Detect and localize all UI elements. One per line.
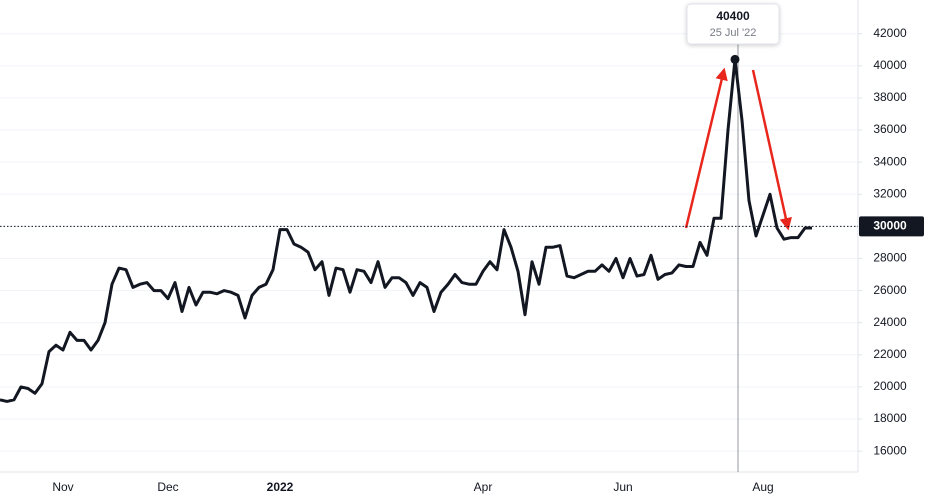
tooltip-value: 40400 bbox=[716, 9, 750, 23]
x-tick-label: Apr bbox=[474, 480, 493, 494]
y-tick-label: 36000 bbox=[873, 122, 907, 136]
arrow-up bbox=[684, 67, 728, 229]
y-tick-label: 18000 bbox=[873, 411, 907, 425]
price-label: 30000 bbox=[873, 219, 907, 233]
x-tick-label: Aug bbox=[752, 480, 773, 494]
y-tick-label: 24000 bbox=[873, 315, 907, 329]
y-tick-label: 40000 bbox=[873, 58, 907, 72]
price-line bbox=[0, 57, 812, 403]
x-tick-label: 2022 bbox=[267, 480, 294, 494]
y-tick-label: 22000 bbox=[873, 347, 907, 361]
y-tick-label: 28000 bbox=[873, 251, 907, 265]
y-tick-label: 32000 bbox=[873, 186, 907, 200]
x-tick-label: Dec bbox=[157, 480, 178, 494]
y-tick-label: 38000 bbox=[873, 90, 907, 104]
y-tick-label: 20000 bbox=[873, 379, 907, 393]
peak-point bbox=[730, 54, 740, 64]
y-tick-label: 42000 bbox=[873, 26, 907, 40]
y-tick-label: 16000 bbox=[873, 443, 907, 457]
x-tick-label: Nov bbox=[52, 480, 73, 494]
price-label-box bbox=[859, 216, 924, 237]
x-tick-label: Jun bbox=[613, 480, 632, 494]
y-tick-label: 34000 bbox=[873, 154, 907, 168]
arrow-down bbox=[751, 69, 792, 231]
tooltip-date: 25 Jul '22 bbox=[710, 27, 757, 39]
y-tick-label: 26000 bbox=[873, 283, 907, 297]
tooltip-box bbox=[686, 3, 780, 45]
